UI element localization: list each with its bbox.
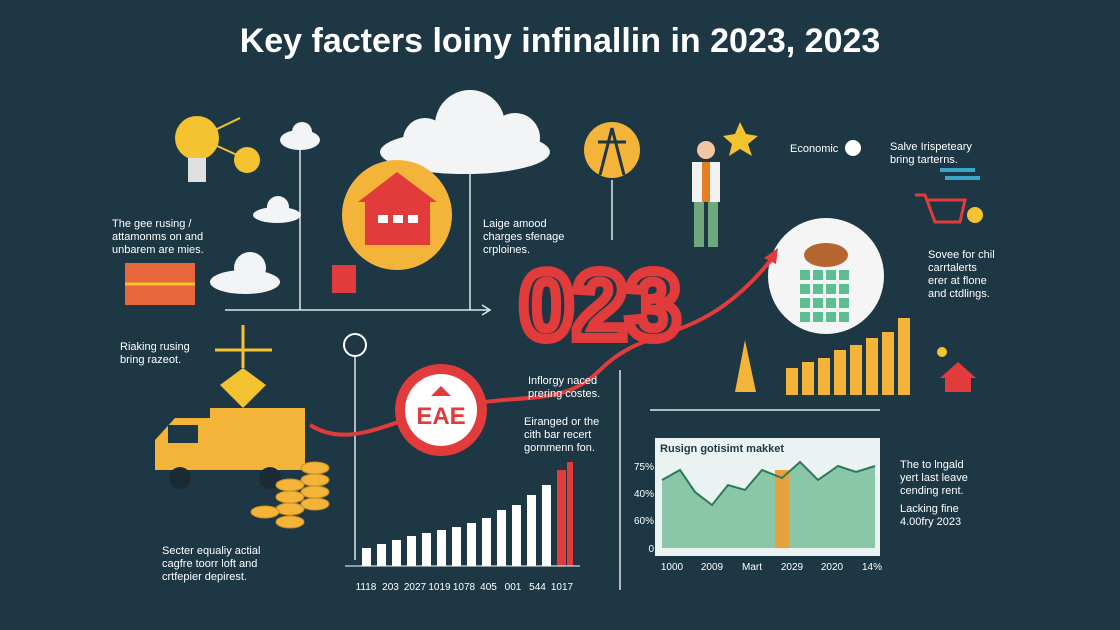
block-text: crploines. xyxy=(483,244,530,256)
clock-icon xyxy=(343,333,367,357)
sign-circle xyxy=(395,364,487,456)
inset-y-label: 75% xyxy=(634,462,654,473)
block-text: Secter equaliy actial xyxy=(162,545,260,557)
inset-title: Rusign gotisimt makket xyxy=(660,443,784,455)
inset-y-label: 40% xyxy=(634,489,654,500)
block-text: crtfepier depirest. xyxy=(162,571,247,583)
bottom-label: 1017 xyxy=(551,582,574,593)
lightbulb-icon xyxy=(175,116,260,182)
block-text: Eiranged or the xyxy=(524,416,599,428)
inset-x-label: 2009 xyxy=(701,562,724,573)
trend-curve xyxy=(308,253,777,437)
block-text: charges sfenage xyxy=(483,231,564,243)
block-text: Salve Irispeteary xyxy=(890,141,972,153)
inset-x-label: Mart xyxy=(742,562,762,573)
decorative-bars xyxy=(786,318,910,395)
house-icon xyxy=(342,160,452,270)
worker-figure xyxy=(692,122,758,247)
inset-x-label: 2029 xyxy=(781,562,804,573)
connectors xyxy=(225,145,880,590)
inset-x-label: 14% xyxy=(862,562,882,573)
block-text: The gee rusing / xyxy=(112,218,192,230)
truck-icon xyxy=(155,408,305,489)
block-text: Riaking rusing xyxy=(120,341,190,353)
machine-icon xyxy=(332,265,356,293)
block-text: prering costes. xyxy=(528,388,600,400)
bottom-label: 544 xyxy=(529,582,546,593)
block-text: and ctdlings. xyxy=(928,288,990,300)
clouds xyxy=(210,90,550,294)
bottom-label: 1019 xyxy=(428,582,451,593)
scale-icon xyxy=(215,325,272,408)
trend-arrowhead xyxy=(764,248,778,264)
block-text: The to lngald xyxy=(900,459,964,471)
box-icon xyxy=(125,263,195,305)
bottom-labels: 1118 203 2027 1019 1078 405 001 544 1017 xyxy=(356,582,574,593)
bottom-label: 2027 xyxy=(404,582,427,593)
building-circle xyxy=(768,218,884,334)
block-text: attamonms on and xyxy=(112,231,203,243)
economic-dot xyxy=(845,140,861,156)
block-text: Inflorgy naced xyxy=(528,375,597,387)
text-blocks: The gee rusing /attamonms on andunbarem … xyxy=(112,141,995,583)
inset-y-label: 0 xyxy=(648,544,654,555)
bottom-label: 1118 xyxy=(356,582,377,593)
title: Key facters loiny infinallin in 2023, 20… xyxy=(240,22,881,60)
inset-x-label: 2020 xyxy=(821,562,844,573)
inset-chart xyxy=(655,438,880,556)
block-text: cith bar recert xyxy=(524,429,591,441)
big-number: 023 xyxy=(520,252,680,359)
block-text: Laige amood xyxy=(483,218,547,230)
bottom-bars xyxy=(345,462,580,567)
block-text: erer at flone xyxy=(928,275,987,287)
inset-x-label: 1000 xyxy=(661,562,684,573)
bottom-label: 405 xyxy=(480,582,497,593)
block-text: cending rent. xyxy=(900,485,964,497)
block-text: 4.00fry 2023 xyxy=(900,516,961,528)
inset-y-label: 60% xyxy=(634,516,654,527)
block-text: Sovee for chil xyxy=(928,249,995,261)
block-text: bring tarterns. xyxy=(890,154,958,166)
sign-text: EAE xyxy=(416,403,465,430)
block-text: bring razeot. xyxy=(120,354,181,366)
small-house-icon xyxy=(937,347,976,392)
cart-icon xyxy=(915,168,983,224)
block-text: yert last leave xyxy=(900,472,968,484)
block-text: Lacking fine xyxy=(900,503,959,515)
bottom-label: 1078 xyxy=(453,582,476,593)
arrow-icon xyxy=(735,340,756,392)
tower-icon xyxy=(584,122,640,178)
bottom-label: 001 xyxy=(505,582,522,593)
bottom-label: 203 xyxy=(382,582,399,593)
block-text: cagfre toorr loft and xyxy=(162,558,257,570)
block-text: carrtalerts xyxy=(928,262,977,274)
coins-icon xyxy=(250,461,330,529)
block-text: Economic xyxy=(790,143,839,155)
block-text: gornmenn fon. xyxy=(524,442,595,454)
inset-x-labels: 1000 2009 Mart 2029 2020 14% xyxy=(661,562,882,573)
block-text: unbarem are mies. xyxy=(112,244,204,256)
